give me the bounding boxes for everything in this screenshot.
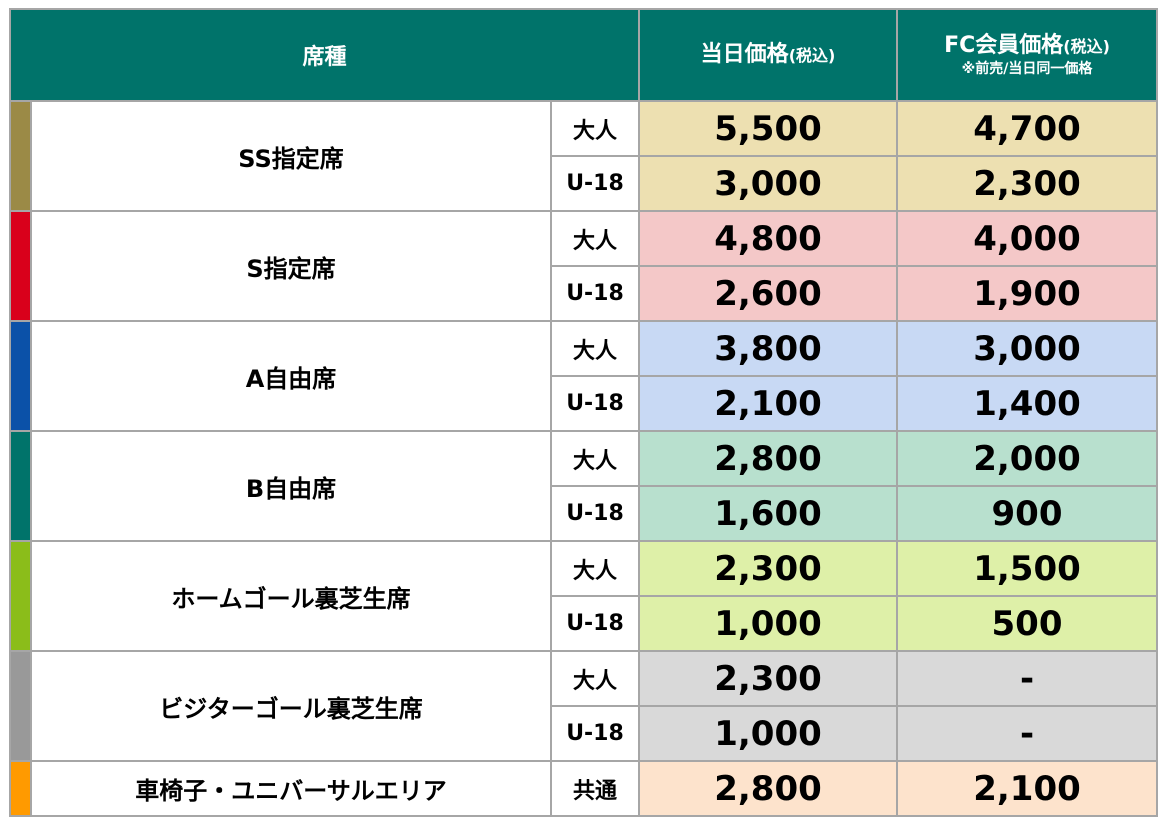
age-category: 大人 bbox=[550, 540, 640, 597]
header-seat-type: 席種 bbox=[9, 8, 640, 102]
table-body: SS指定席 大人 5,500 4,700 U-18 3,000 2,300 S指定席 大人 4,8… bbox=[9, 100, 1158, 817]
ticket-price-table: 席種 当日価格(税込) FC会員価格(税込) ※前売/当日同一価格 SS指定席大… bbox=[9, 8, 1158, 817]
header-day-price-title: 当日価格 bbox=[700, 41, 789, 67]
age-category: U-18 bbox=[550, 375, 640, 432]
age-category: U-18 bbox=[550, 595, 640, 652]
seat-name: B自由席 bbox=[30, 430, 552, 542]
day-price-cell: 1,000 bbox=[638, 595, 898, 652]
table-row: U-18 3,000 2,300 bbox=[10, 155, 1158, 212]
table-row: ホームゴール裏芝生席 大人 2,300 1,500 bbox=[9, 540, 1158, 652]
table-row: U-18 2,100 1,400 bbox=[10, 375, 1158, 432]
fc-price-cell: 2,100 bbox=[896, 760, 1158, 817]
day-price-cell: 2,100 bbox=[638, 375, 898, 432]
age-category: U-18 bbox=[550, 265, 640, 322]
table-row: U-18 1,000- bbox=[10, 705, 1158, 762]
category-color-stripe bbox=[9, 100, 32, 212]
fc-price-cell: 1,900 bbox=[896, 265, 1158, 322]
category-color-stripe bbox=[9, 320, 32, 432]
day-price-cell: 2,800 bbox=[638, 430, 898, 487]
seat-name: ホームゴール裏芝生席 bbox=[30, 540, 552, 652]
table-row: B自由席 大人 2,800 2,000 bbox=[9, 430, 1158, 542]
seat-name: ビジターゴール裏芝生席 bbox=[30, 650, 552, 762]
age-category: U-18 bbox=[550, 705, 640, 762]
category-color-stripe bbox=[9, 760, 32, 817]
table-row: ビジターゴール裏芝生席 大人 2,300- bbox=[9, 650, 1158, 762]
day-price-cell: 2,800 bbox=[638, 760, 898, 817]
day-price-cell: 3,000 bbox=[638, 155, 898, 212]
table-row: U-18 2,600 1,900 bbox=[10, 265, 1158, 322]
day-price-cell: 1,600 bbox=[638, 485, 898, 542]
fc-price-cell: 4,700 bbox=[896, 100, 1158, 157]
day-price-cell: 2,300 bbox=[638, 540, 898, 597]
seat-name: 車椅子・ユニバーサルエリア bbox=[30, 760, 552, 817]
fc-price-cell: - bbox=[896, 650, 1158, 707]
fc-price-cell: 500 bbox=[896, 595, 1158, 652]
category-color-stripe bbox=[9, 540, 32, 652]
age-category: U-18 bbox=[550, 485, 640, 542]
age-category: 大人 bbox=[550, 650, 640, 707]
age-category: U-18 bbox=[550, 155, 640, 212]
table-row: A自由席 大人 3,800 3,000 bbox=[9, 320, 1158, 432]
table-row: 車椅子・ユニバーサルエリア 共通 2,800 2,100 bbox=[9, 760, 1158, 817]
age-category: 大人 bbox=[550, 430, 640, 487]
table-header: 席種 当日価格(税込) FC会員価格(税込) ※前売/当日同一価格 bbox=[9, 8, 1158, 102]
table-row: U-18 1,000 500 bbox=[10, 595, 1158, 652]
day-price-cell: 3,800 bbox=[638, 320, 898, 377]
fc-price-cell: 900 bbox=[896, 485, 1158, 542]
day-price-cell: 5,500 bbox=[638, 100, 898, 157]
age-category: 共通 bbox=[550, 760, 640, 817]
age-category: 大人 bbox=[550, 210, 640, 267]
header-fc-price: FC会員価格(税込) ※前売/当日同一価格 bbox=[896, 8, 1158, 102]
table-row: U-18 1,600 900 bbox=[10, 485, 1158, 542]
age-category: 大人 bbox=[550, 320, 640, 377]
header-fc-price-title: FC会員価格 bbox=[944, 32, 1064, 58]
day-price-cell: 1,000 bbox=[638, 705, 898, 762]
header-day-price-tax: (税込) bbox=[788, 45, 836, 65]
age-category: 大人 bbox=[550, 100, 640, 157]
fc-price-cell: 1,500 bbox=[896, 540, 1158, 597]
table-row: S指定席 大人 4,800 4,000 bbox=[9, 210, 1158, 322]
header-fc-price-tax: (税込) bbox=[1063, 36, 1110, 56]
seat-name: S指定席 bbox=[30, 210, 552, 322]
category-color-stripe bbox=[9, 210, 32, 322]
fc-price-cell: 3,000 bbox=[896, 320, 1158, 377]
day-price-cell: 2,300 bbox=[638, 650, 898, 707]
fc-price-cell: 2,300 bbox=[896, 155, 1158, 212]
fc-price-cell: 4,000 bbox=[896, 210, 1158, 267]
day-price-cell: 2,600 bbox=[638, 265, 898, 322]
header-day-price: 当日価格(税込) bbox=[638, 8, 898, 102]
category-color-stripe bbox=[9, 430, 32, 542]
table-row: SS指定席 大人 5,500 4,700 bbox=[9, 100, 1158, 212]
fc-price-cell: 1,400 bbox=[896, 375, 1158, 432]
fc-price-cell: 2,000 bbox=[896, 430, 1158, 487]
seat-name: A自由席 bbox=[30, 320, 552, 432]
seat-name: SS指定席 bbox=[30, 100, 552, 212]
day-price-cell: 4,800 bbox=[638, 210, 898, 267]
category-color-stripe bbox=[9, 650, 32, 762]
header-fc-price-note: ※前売/当日同一価格 bbox=[961, 60, 1093, 77]
fc-price-cell: - bbox=[896, 705, 1158, 762]
